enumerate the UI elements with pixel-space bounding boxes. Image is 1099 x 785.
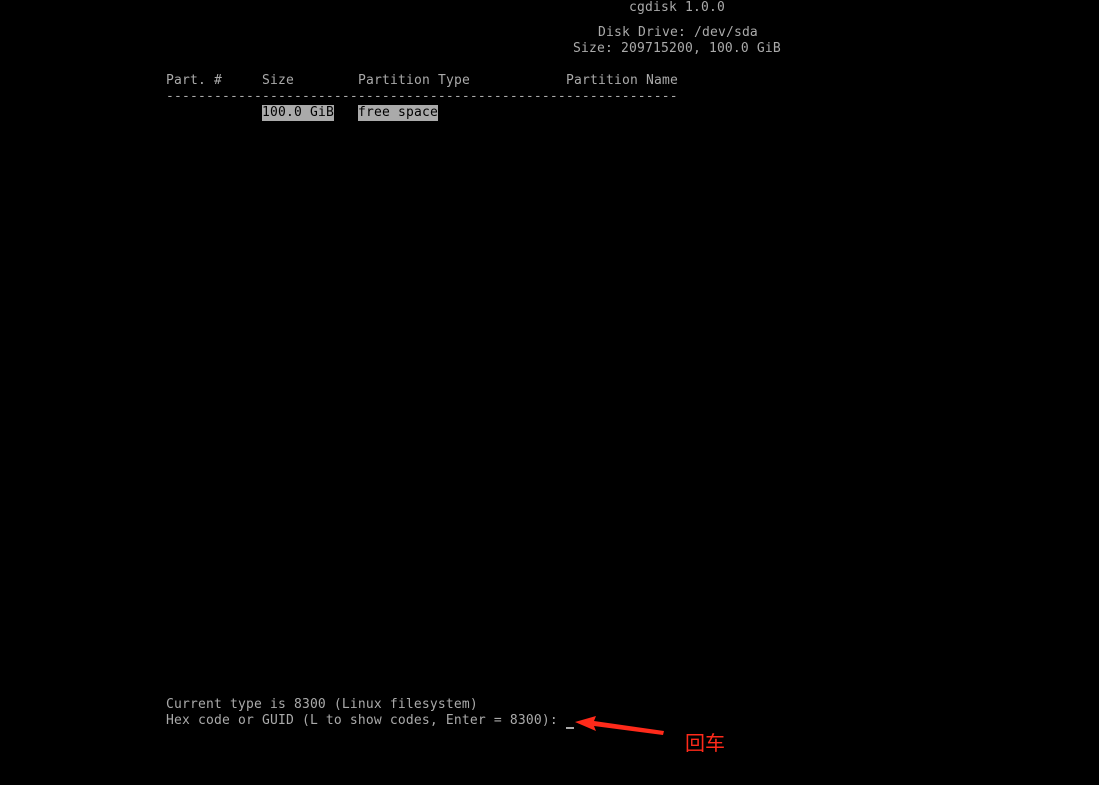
column-header-size: Size	[262, 73, 294, 88]
column-header-part: Part. #	[166, 73, 222, 88]
row-type[interactable]: free space	[358, 105, 438, 121]
annotation-label: 回车	[685, 731, 725, 755]
disk-drive-label: Disk Drive: /dev/sda	[598, 25, 758, 40]
disk-size-label: Size: 209715200, 100.0 GiB	[573, 41, 781, 56]
column-header-type: Partition Type	[358, 73, 470, 88]
app-title: cgdisk 1.0.0	[629, 0, 725, 15]
hex-code-prompt: Hex code or GUID (L to show codes, Enter…	[166, 713, 566, 728]
header-separator: ----------------------------------------…	[166, 89, 678, 104]
column-header-name: Partition Name	[566, 73, 678, 88]
text-cursor[interactable]	[566, 727, 574, 729]
row-size[interactable]: 100.0 GiB	[262, 105, 334, 121]
current-type-text: Current type is 8300 (Linux filesystem)	[166, 697, 478, 712]
